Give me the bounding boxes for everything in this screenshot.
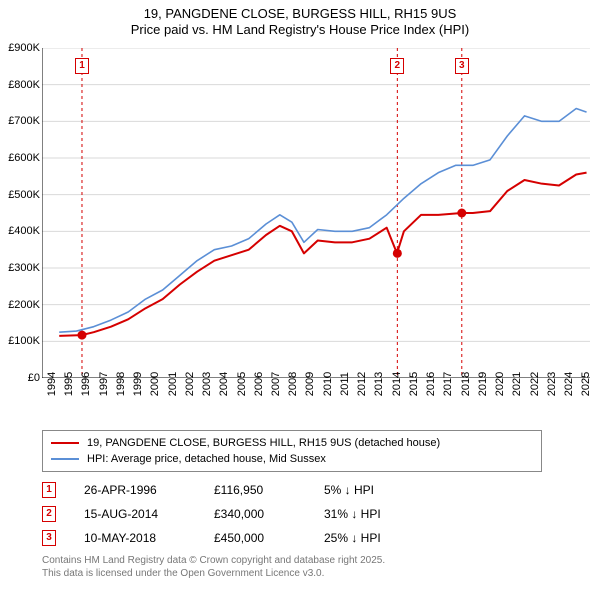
transaction-price: £450,000 [214,531,324,545]
legend-item: HPI: Average price, detached house, Mid … [51,451,533,467]
x-tick-label: 2013 [373,372,385,396]
x-tick-label: 2004 [218,372,230,396]
x-tick-label: 2006 [253,372,265,396]
transaction-marker: 1 [42,482,56,498]
sale-dot [457,209,466,218]
x-tick-label: 2001 [167,372,179,396]
sale-marker: 2 [390,58,404,74]
transactions-table: 1 26-APR-1996£116,9505% ↓ HPI 2 15-AUG-2014… [42,478,434,550]
line-chart [42,48,590,378]
transaction-delta: 31% ↓ HPI [324,507,434,521]
title-line1: 19, PANGDENE CLOSE, BURGESS HILL, RH15 9… [0,6,600,22]
title-line2: Price paid vs. HM Land Registry's House … [0,22,600,38]
x-tick-label: 2018 [460,372,472,396]
x-tick-label: 2012 [356,372,368,396]
x-tick-label: 2008 [287,372,299,396]
x-tick-label: 1994 [46,372,58,396]
y-tick-label: £600K [0,152,40,164]
x-tick-label: 1996 [80,372,92,396]
x-tick-label: 2014 [391,372,403,396]
legend-swatch [51,442,79,444]
y-tick-label: £200K [0,299,40,311]
sale-marker: 3 [455,58,469,74]
legend-swatch [51,458,79,460]
x-tick-label: 2025 [580,372,592,396]
x-tick-label: 2022 [529,372,541,396]
transaction-marker: 3 [42,530,56,546]
x-tick-label: 2021 [511,372,523,396]
y-tick-label: £700K [0,115,40,127]
x-tick-label: 1997 [98,372,110,396]
y-tick-label: £300K [0,262,40,274]
transaction-marker: 2 [42,506,56,522]
x-tick-label: 2005 [236,372,248,396]
x-tick-label: 1998 [115,372,127,396]
x-tick-label: 2002 [184,372,196,396]
transaction-row: 1 26-APR-1996£116,9505% ↓ HPI [42,478,434,502]
x-tick-label: 1995 [63,372,75,396]
x-tick-label: 2015 [408,372,420,396]
y-tick-label: £900K [0,42,40,54]
x-tick-label: 2020 [494,372,506,396]
chart-container: { "title_line1": "19, PANGDENE CLOSE, BU… [0,0,600,590]
x-tick-label: 2003 [201,372,213,396]
y-tick-label: £800K [0,79,40,91]
x-tick-label: 2000 [149,372,161,396]
transaction-price: £116,950 [214,483,324,497]
x-tick-label: 2010 [322,372,334,396]
transaction-date: 15-AUG-2014 [84,507,214,521]
x-tick-label: 2011 [339,372,351,396]
y-tick-label: £100K [0,335,40,347]
legend-label: HPI: Average price, detached house, Mid … [87,453,326,465]
transaction-delta: 25% ↓ HPI [324,531,434,545]
y-tick-label: £400K [0,225,40,237]
transaction-row: 3 10-MAY-2018£450,00025% ↓ HPI [42,526,434,550]
x-tick-label: 2007 [270,372,282,396]
transaction-price: £340,000 [214,507,324,521]
sale-dot [393,249,402,258]
series-property [59,173,586,336]
x-tick-label: 2009 [304,372,316,396]
x-tick-label: 1999 [132,372,144,396]
y-tick-label: £500K [0,189,40,201]
x-tick-label: 2016 [425,372,437,396]
sale-dot [77,331,86,340]
chart-title: 19, PANGDENE CLOSE, BURGESS HILL, RH15 9… [0,0,600,39]
x-tick-label: 2019 [477,372,489,396]
x-tick-label: 2024 [563,372,575,396]
legend-label: 19, PANGDENE CLOSE, BURGESS HILL, RH15 9… [87,437,440,449]
attribution-line1: Contains HM Land Registry data © Crown c… [42,555,385,568]
series-hpi [59,109,586,333]
y-tick-label: £0 [0,372,40,384]
x-tick-label: 2023 [546,372,558,396]
transaction-date: 26-APR-1996 [84,483,214,497]
sale-marker: 1 [75,58,89,74]
legend-item: 19, PANGDENE CLOSE, BURGESS HILL, RH15 9… [51,435,533,451]
attribution-line2: This data is licensed under the Open Gov… [42,568,385,581]
transaction-delta: 5% ↓ HPI [324,483,434,497]
x-tick-label: 2017 [442,372,454,396]
attribution: Contains HM Land Registry data © Crown c… [42,555,385,580]
legend: 19, PANGDENE CLOSE, BURGESS HILL, RH15 9… [42,430,542,472]
transaction-row: 2 15-AUG-2014£340,00031% ↓ HPI [42,502,434,526]
transaction-date: 10-MAY-2018 [84,531,214,545]
